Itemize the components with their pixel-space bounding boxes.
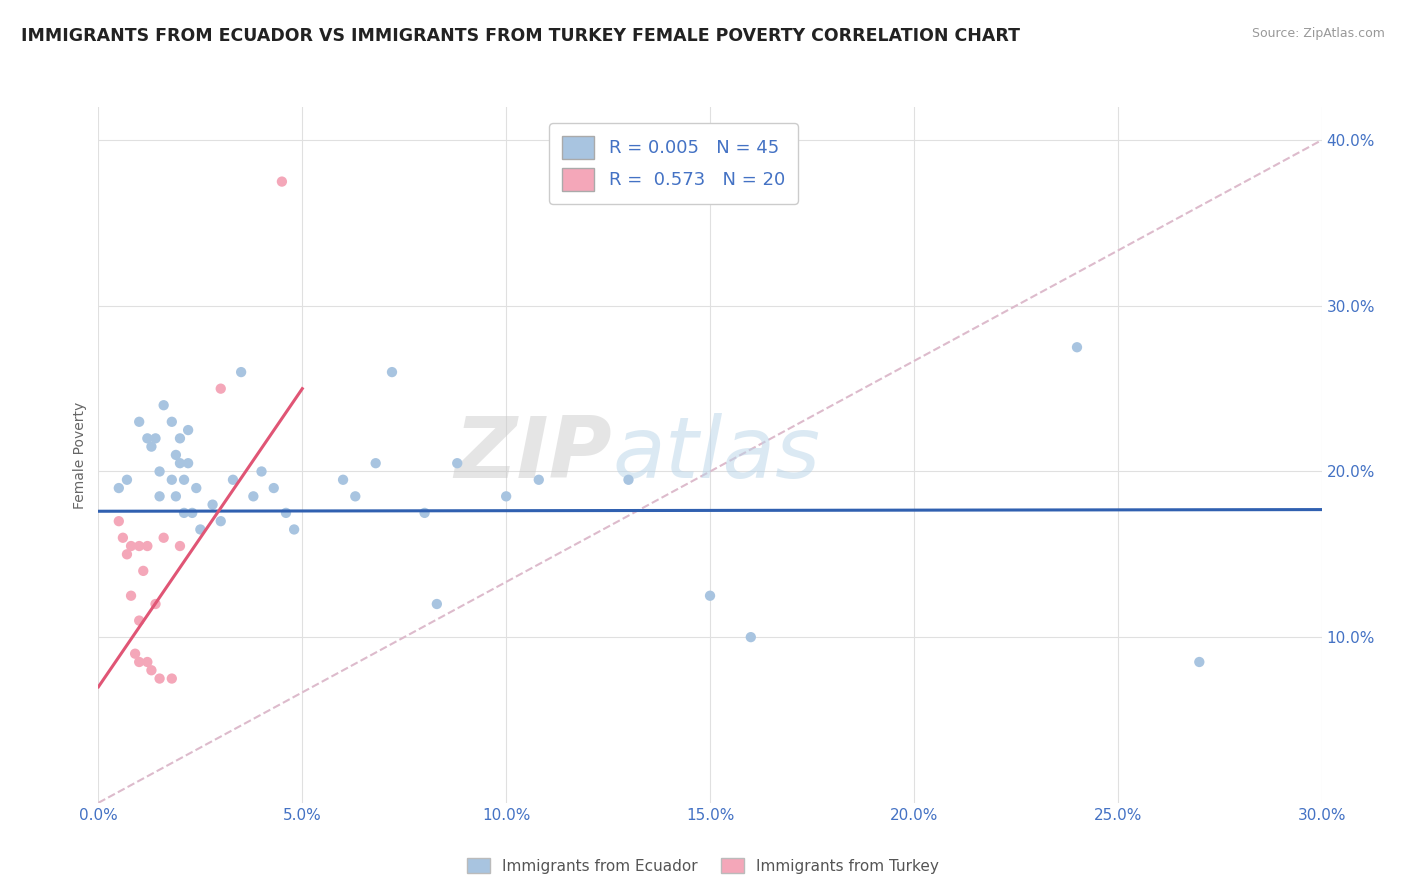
Point [160, 415, 183, 429]
Point [128, 655, 150, 669]
Point [186, 481, 208, 495]
Point [413, 506, 436, 520]
Point [169, 539, 191, 553]
Text: atlas: atlas [612, 413, 820, 497]
Point [177, 423, 200, 437]
Point [152, 531, 174, 545]
Point [120, 539, 142, 553]
Point [120, 589, 142, 603]
Point [495, 489, 517, 503]
Point [136, 655, 159, 669]
Point [115, 547, 138, 561]
Point [177, 456, 200, 470]
Point [250, 465, 273, 479]
Point [222, 473, 245, 487]
Point [145, 431, 167, 445]
Point [270, 175, 294, 189]
Point [169, 456, 191, 470]
Point [149, 489, 172, 503]
Point [141, 663, 163, 677]
Point [332, 473, 354, 487]
Point [173, 506, 195, 520]
Point [128, 614, 150, 628]
Point [152, 398, 174, 412]
Point [617, 473, 640, 487]
Point [364, 456, 387, 470]
Point [446, 456, 468, 470]
Y-axis label: Female Poverty: Female Poverty [73, 401, 87, 508]
Point [160, 473, 183, 487]
Point [149, 465, 172, 479]
Point [149, 672, 172, 686]
Point [188, 523, 212, 537]
Point [160, 672, 183, 686]
Point [169, 431, 191, 445]
Point [108, 481, 131, 495]
Point [108, 514, 131, 528]
Legend: R = 0.005   N = 45, R =  0.573   N = 20: R = 0.005 N = 45, R = 0.573 N = 20 [550, 123, 797, 203]
Text: Source: ZipAtlas.com: Source: ZipAtlas.com [1251, 27, 1385, 40]
Point [344, 489, 367, 503]
Point [136, 539, 159, 553]
Point [201, 498, 224, 512]
Text: ZIP: ZIP [454, 413, 612, 497]
Point [145, 597, 167, 611]
Point [128, 415, 150, 429]
Point [181, 506, 204, 520]
Point [263, 481, 285, 495]
Point [1188, 655, 1211, 669]
Point [165, 448, 187, 462]
Point [209, 514, 232, 528]
Point [1066, 340, 1088, 354]
Legend: Immigrants from Ecuador, Immigrants from Turkey: Immigrants from Ecuador, Immigrants from… [461, 852, 945, 880]
Point [242, 489, 264, 503]
Point [209, 382, 232, 396]
Point [115, 473, 138, 487]
Point [173, 473, 195, 487]
Point [136, 431, 159, 445]
Point [381, 365, 404, 379]
Point [740, 630, 762, 644]
Point [527, 473, 550, 487]
Point [128, 539, 150, 553]
Point [165, 489, 187, 503]
Point [111, 531, 134, 545]
Point [124, 647, 146, 661]
Point [283, 523, 305, 537]
Point [274, 506, 297, 520]
Point [132, 564, 155, 578]
Point [426, 597, 449, 611]
Point [141, 440, 163, 454]
Text: IMMIGRANTS FROM ECUADOR VS IMMIGRANTS FROM TURKEY FEMALE POVERTY CORRELATION CHA: IMMIGRANTS FROM ECUADOR VS IMMIGRANTS FR… [21, 27, 1021, 45]
Point [699, 589, 721, 603]
Point [231, 365, 253, 379]
